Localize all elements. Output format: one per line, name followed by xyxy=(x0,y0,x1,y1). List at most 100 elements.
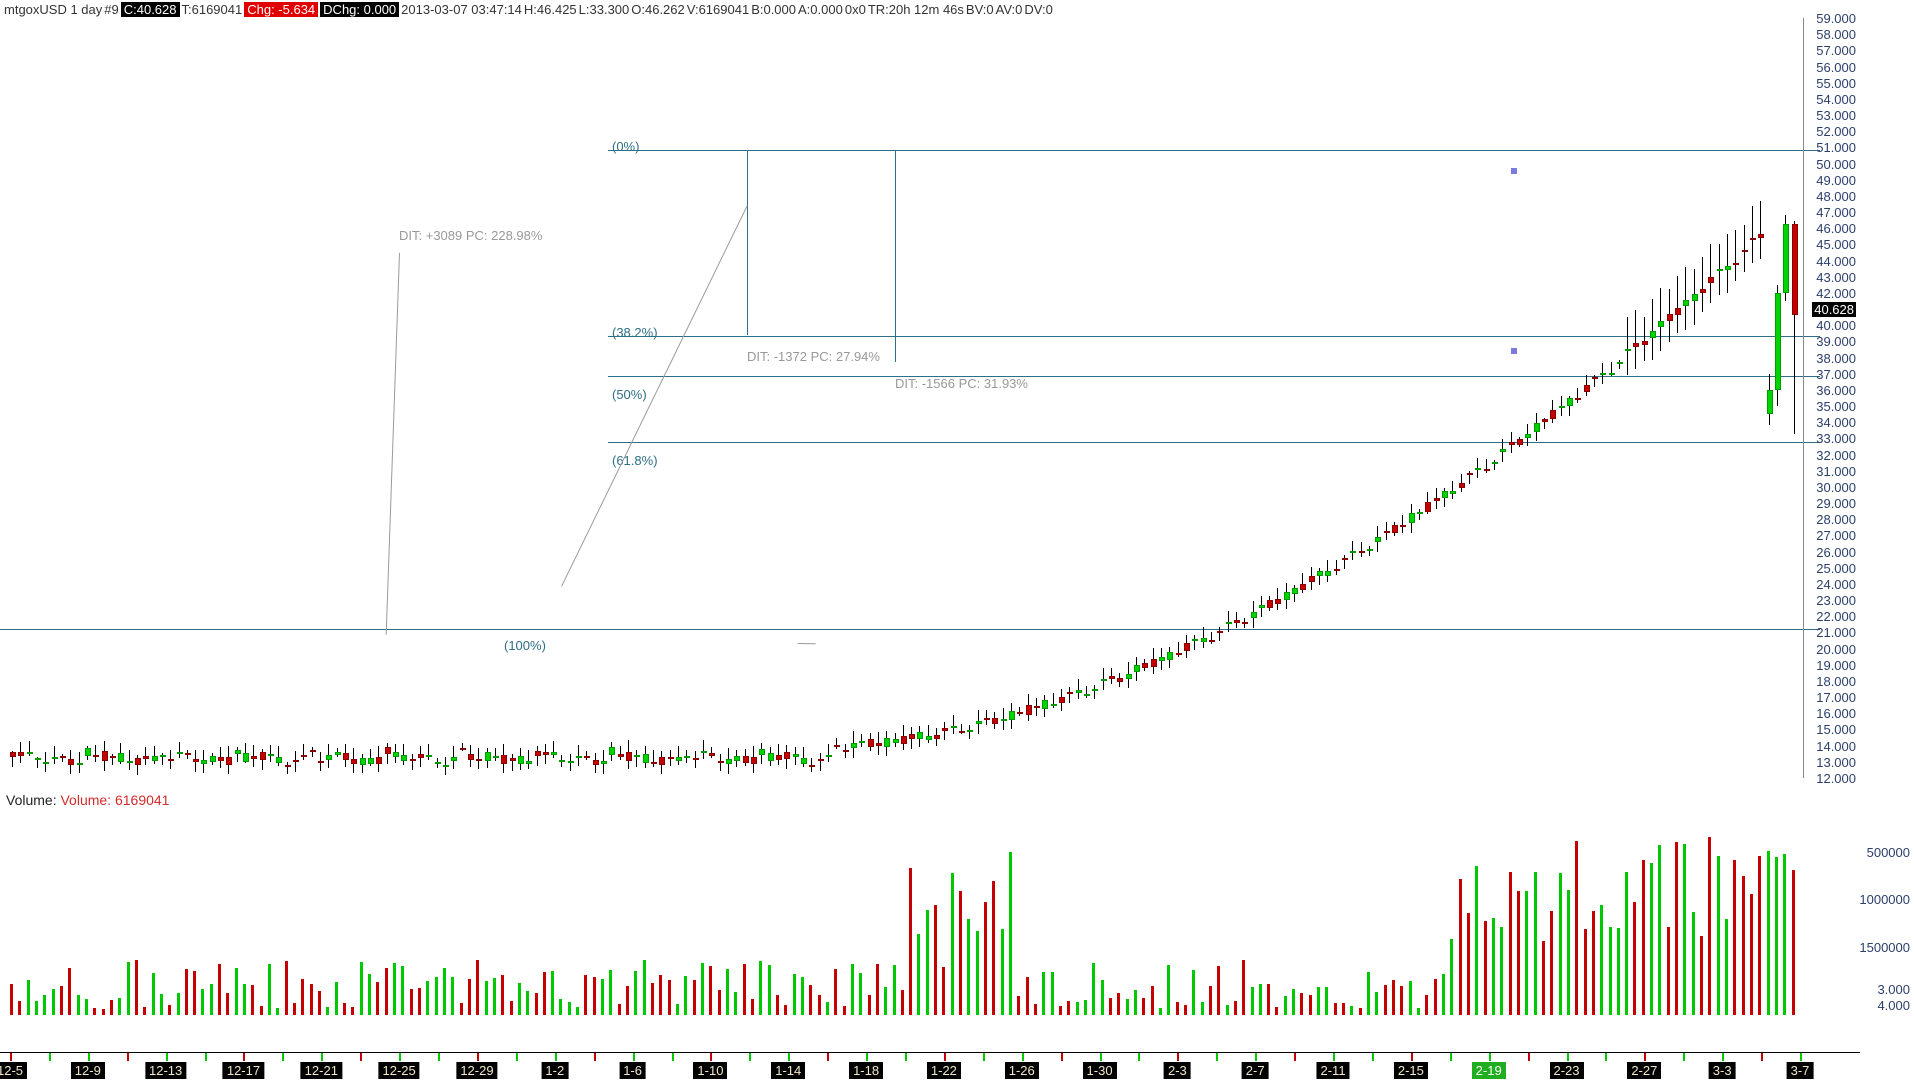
volume-bar[interactable] xyxy=(410,989,413,1015)
volume-bar[interactable] xyxy=(901,990,904,1015)
volume-bar[interactable] xyxy=(876,964,879,1015)
volume-bar[interactable] xyxy=(127,962,130,1015)
volume-bar[interactable] xyxy=(1550,911,1553,1015)
volume-bar[interactable] xyxy=(1134,990,1137,1015)
volume-bar[interactable] xyxy=(1226,1005,1229,1015)
volume-bar[interactable] xyxy=(743,964,746,1015)
marker-square-top[interactable] xyxy=(1511,168,1517,174)
volume-bar[interactable] xyxy=(1159,1008,1162,1015)
date-axis-label[interactable]: 1-18 xyxy=(849,1062,883,1079)
volume-bar[interactable] xyxy=(768,965,771,1015)
volume-bar[interactable] xyxy=(751,999,754,1015)
volume-bar[interactable] xyxy=(52,989,55,1015)
volume-bar[interactable] xyxy=(1084,1000,1087,1015)
volume-bar[interactable] xyxy=(593,977,596,1015)
volume-bar[interactable] xyxy=(201,989,204,1015)
volume-bar[interactable] xyxy=(1059,1006,1062,1015)
volume-bar[interactable] xyxy=(1392,980,1395,1015)
volume-bar[interactable] xyxy=(243,984,246,1015)
volume-bar[interactable] xyxy=(1509,872,1512,1015)
volume-bar[interactable] xyxy=(1725,919,1728,1015)
volume-bar[interactable] xyxy=(1484,921,1487,1015)
volume-bar[interactable] xyxy=(251,985,254,1015)
volume-bar[interactable] xyxy=(1500,927,1503,1015)
volume-bar[interactable] xyxy=(1275,1007,1278,1015)
volume-bar[interactable] xyxy=(226,993,229,1015)
volume-bar[interactable] xyxy=(451,977,454,1015)
volume-bar[interactable] xyxy=(551,971,554,1015)
volume-bar[interactable] xyxy=(818,995,821,1015)
volume-bar[interactable] xyxy=(1592,911,1595,1015)
volume-bar[interactable] xyxy=(1567,890,1570,1015)
volume-bar[interactable] xyxy=(1733,860,1736,1015)
volume-bar[interactable] xyxy=(659,975,662,1015)
date-axis-label[interactable]: 2-27 xyxy=(1627,1062,1661,1079)
volume-bar[interactable] xyxy=(784,1005,787,1015)
volume-bar[interactable] xyxy=(826,1002,829,1015)
volume-bar[interactable] xyxy=(1217,966,1220,1015)
volume-bar[interactable] xyxy=(1783,854,1786,1015)
volume-bar[interactable] xyxy=(18,1001,21,1015)
volume-bar[interactable] xyxy=(893,965,896,1015)
volume-bar[interactable] xyxy=(759,961,762,1015)
volume-bar[interactable] xyxy=(1775,857,1778,1015)
volume-bar[interactable] xyxy=(1034,1004,1037,1015)
date-axis-label[interactable]: 12-17 xyxy=(223,1062,264,1079)
volume-bar[interactable] xyxy=(102,1009,105,1015)
date-axis-label[interactable]: 2-23 xyxy=(1550,1062,1584,1079)
volume-bar[interactable] xyxy=(476,960,479,1015)
volume-bar[interactable] xyxy=(1042,972,1045,1015)
volume-bar[interactable] xyxy=(951,873,954,1015)
volume-bar[interactable] xyxy=(543,972,546,1015)
volume-bar[interactable] xyxy=(1425,995,1428,1015)
volume-bar[interactable] xyxy=(193,971,196,1015)
volume-bar[interactable] xyxy=(942,967,945,1015)
date-axis-label[interactable]: 12-29 xyxy=(456,1062,497,1079)
volume-bar[interactable] xyxy=(1076,1002,1079,1015)
volume-bar[interactable] xyxy=(1758,856,1761,1015)
volume-bar[interactable] xyxy=(1009,852,1012,1015)
volume-bar[interactable] xyxy=(851,964,854,1015)
volume-bar[interactable] xyxy=(510,1001,513,1015)
volume-bar[interactable] xyxy=(376,982,379,1016)
volume-bar[interactable] xyxy=(1525,891,1528,1015)
volume-bar[interactable] xyxy=(168,1005,171,1015)
volume-bar[interactable] xyxy=(285,961,288,1015)
volume-bar[interactable] xyxy=(152,973,155,1015)
volume-bar[interactable] xyxy=(301,979,304,1015)
volume-bar[interactable] xyxy=(834,969,837,1015)
volume-bar[interactable] xyxy=(1717,856,1720,1015)
volume-bar[interactable] xyxy=(276,1008,279,1015)
volume-bar[interactable] xyxy=(1350,1006,1353,1015)
volume-bar[interactable] xyxy=(468,979,471,1015)
volume-bar[interactable] xyxy=(1442,974,1445,1015)
volume-bar[interactable] xyxy=(160,994,163,1015)
volume-bar[interactable] xyxy=(859,973,862,1015)
date-axis-label[interactable]: 12-13 xyxy=(145,1062,186,1079)
volume-bar[interactable] xyxy=(976,931,979,1015)
date-axis-label[interactable]: 3-3 xyxy=(1709,1062,1736,1079)
volume-bar[interactable] xyxy=(1151,986,1154,1015)
volume-bar[interactable] xyxy=(926,910,929,1015)
volume-bar[interactable] xyxy=(10,984,13,1015)
volume-bar[interactable] xyxy=(185,969,188,1015)
volume-bar[interactable] xyxy=(368,974,371,1015)
volume-bar[interactable] xyxy=(1359,1008,1362,1015)
volume-bar[interactable] xyxy=(634,971,637,1015)
volume-bar[interactable] xyxy=(93,1008,96,1015)
volume-bar[interactable] xyxy=(609,970,612,1015)
volume-bar[interactable] xyxy=(1450,939,1453,1015)
volume-bar[interactable] xyxy=(643,960,646,1015)
volume-bar[interactable] xyxy=(1051,972,1054,1015)
volume-bar[interactable] xyxy=(60,986,63,1015)
volume-bar[interactable] xyxy=(143,1007,146,1015)
volume-bar[interactable] xyxy=(1559,873,1562,1015)
volume-bar[interactable] xyxy=(1683,844,1686,1015)
date-axis-label[interactable]: 12-25 xyxy=(379,1062,420,1079)
volume-bar[interactable] xyxy=(1109,998,1112,1015)
volume-bar[interactable] xyxy=(967,919,970,1015)
volume-panel[interactable]: Volume: Volume: 6169041 4.000 3.000 150000… xyxy=(0,790,1914,1045)
volume-bar[interactable] xyxy=(1092,963,1095,1015)
date-axis-label[interactable]: 12-5 xyxy=(0,1062,27,1079)
date-axis-label[interactable]: 2-11 xyxy=(1317,1062,1350,1079)
